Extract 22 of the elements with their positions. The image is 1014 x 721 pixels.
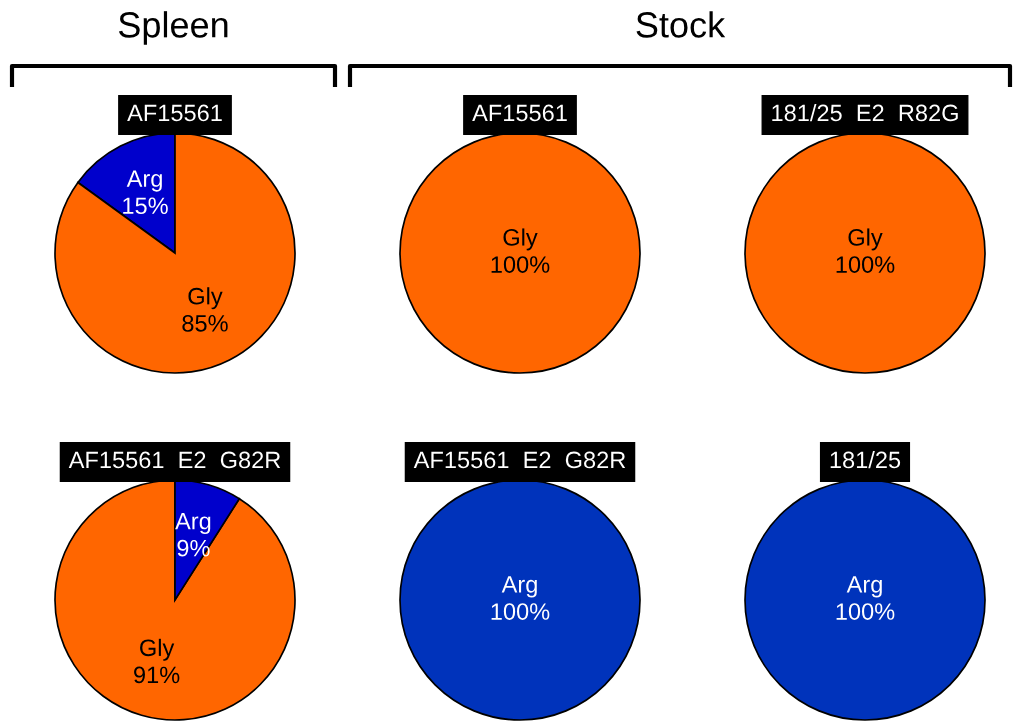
data-label: 100%: [836, 603, 895, 620]
data-label: 91%: [134, 666, 180, 684]
slice-label: Gly: [503, 228, 538, 251]
slice-label: Arg: [126, 170, 162, 192]
data-label: 15%: [123, 197, 168, 215]
chart-title: 181/25: [830, 450, 901, 469]
data-label: 85%: [182, 315, 228, 332]
chart-title: AF15561: [127, 104, 222, 122]
slice-label: Gly: [848, 228, 883, 251]
chart-title: AF15561 E2 G82R: [68, 451, 281, 469]
chart-title: 181/25 E2 R82G: [772, 104, 958, 122]
slice-label: Arg: [501, 576, 537, 598]
text: Spleen: [118, 11, 228, 45]
text: Stock: [636, 11, 726, 38]
slice-label: Gly: [188, 287, 223, 310]
data-label: 100%: [491, 256, 550, 273]
chart-title: AF15561 E2 G82R: [413, 451, 626, 469]
chart-title: AF15561: [472, 104, 567, 122]
data-label: 100%: [491, 603, 550, 620]
data-label: 100%: [836, 256, 895, 273]
slice-label: Arg: [846, 576, 882, 598]
slice-label: Gly: [140, 638, 175, 661]
